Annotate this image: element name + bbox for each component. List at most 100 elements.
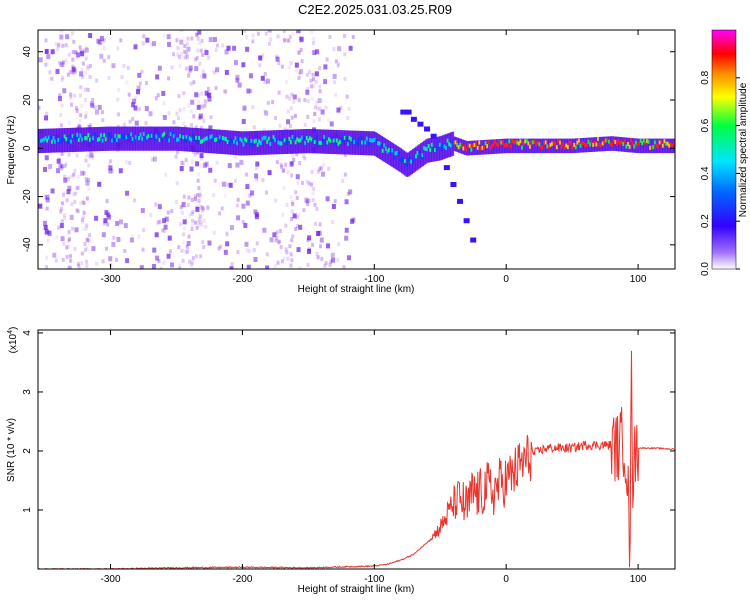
spectral-noise-point (298, 224, 303, 230)
spectral-ridge-point (114, 133, 117, 138)
spectral-noise-point (59, 209, 63, 214)
spectral-ridge-point (388, 147, 391, 152)
spectral-noise-point (70, 226, 74, 231)
spectral-noise-point (45, 111, 49, 116)
spectral-noise-point (87, 163, 91, 168)
spectral-ridge-point (511, 139, 515, 144)
spectral-ridge-band (108, 126, 111, 151)
spectral-noise-point (202, 162, 207, 168)
spectral-ridge-point (470, 147, 474, 152)
spectral-noise-point (76, 262, 80, 267)
spectral-noise-point (289, 60, 293, 65)
spectral-noise-point (200, 205, 204, 210)
spectral-ridge-band (484, 139, 488, 155)
spectral-ridge-band (155, 126, 159, 151)
spectral-noise-point (70, 31, 74, 36)
spectral-noise-point (331, 203, 336, 209)
spectral-feature-point (443, 165, 450, 171)
spectral-noise-point (311, 84, 315, 89)
spectral-noise-point (182, 121, 186, 126)
spectral-ridge-band (404, 151, 407, 176)
spectral-noise-point (182, 232, 186, 237)
spectral-noise-point (84, 158, 88, 163)
spectral-noise-point (224, 49, 229, 55)
spectral-noise-point (331, 219, 335, 224)
spectral-noise-point (128, 160, 132, 165)
spectral-feature-point (400, 109, 407, 115)
spectral-noise-point (206, 92, 211, 98)
spectral-ridge-band (646, 138, 649, 154)
spectral-noise-point (177, 245, 181, 250)
spectral-noise-point (46, 238, 50, 243)
spectral-noise-point (305, 72, 309, 77)
spectral-noise-point (229, 225, 234, 231)
spectral-noise-point (272, 232, 277, 238)
spectral-noise-point (255, 241, 259, 246)
spectral-noise-point (157, 259, 161, 264)
spectral-ridge-point (320, 140, 323, 145)
spectral-noise-point (152, 41, 157, 47)
spectral-noise-point (199, 164, 203, 169)
spectral-noise-point (333, 80, 337, 85)
spectral-noise-point (273, 264, 277, 269)
spectral-noise-point (241, 203, 246, 209)
spectral-noise-point (289, 106, 293, 111)
spectral-noise-point (288, 124, 292, 129)
spectral-ridge-point (399, 157, 402, 162)
spectral-noise-point (286, 109, 290, 114)
spectral-noise-point (207, 240, 212, 246)
spectral-noise-point (75, 106, 79, 111)
spectral-noise-point (133, 44, 138, 50)
spectral-noise-point (85, 237, 89, 242)
spectral-noise-point (81, 215, 85, 220)
spectral-ridge-point (514, 139, 518, 144)
spectral-ridge-point (323, 135, 326, 140)
spectral-ridge-point (346, 141, 350, 146)
spectral-noise-point (175, 111, 179, 116)
colorbar-tick-label: 0.2 (700, 214, 711, 228)
spectral-noise-point (59, 223, 64, 229)
spectral-ridge-band (306, 129, 309, 154)
spectral-ridge-band (301, 129, 304, 154)
spectral-ridge-point (81, 137, 84, 142)
spectral-ridge-point (593, 140, 597, 145)
spectral-ridge-band (454, 137, 458, 152)
spectral-noise-point (316, 106, 320, 111)
spectral-ridge-band (551, 138, 554, 154)
spectral-ridge-band (660, 138, 664, 154)
spectral-ridge-point (240, 138, 244, 143)
spectral-noise-point (196, 36, 200, 41)
spectral-noise-point (292, 94, 297, 100)
spectral-noise-point (56, 168, 61, 174)
spectral-noise-point (248, 249, 252, 254)
spectral-ridge-point (506, 143, 510, 148)
spectral-ridge-point (590, 139, 594, 144)
spectral-noise-point (258, 55, 263, 61)
spectral-ridge-point (133, 136, 136, 141)
spectral-noise-point (195, 206, 200, 212)
spectral-noise-point (343, 153, 347, 158)
spectral-ridge-point (182, 135, 185, 140)
spectral-noise-point (80, 170, 85, 176)
spectral-ridge-point (365, 136, 369, 141)
spectral-noise-point (73, 246, 77, 251)
spectral-ridge-band (413, 147, 417, 172)
spectral-ridge-band (391, 143, 395, 168)
spectral-noise-point (168, 249, 172, 254)
spectral-noise-point (197, 217, 201, 222)
spectral-noise-point (221, 43, 225, 48)
spectral-noise-point (292, 213, 297, 219)
spectral-noise-point (167, 235, 172, 241)
spectral-noise-point (81, 61, 85, 66)
spectral-ridge-point (71, 133, 75, 138)
spectral-ridge-band (605, 136, 608, 152)
spectral-noise-point (267, 30, 272, 33)
spectral-noise-point (167, 111, 171, 116)
spectral-ridge-band (643, 138, 646, 154)
spectral-noise-point (195, 124, 199, 129)
spectral-ridge-point (421, 153, 424, 158)
spectral-ridge-point (631, 141, 635, 146)
spectral-noise-point (264, 110, 269, 116)
spectral-feature-point (424, 126, 431, 132)
spectral-noise-point (290, 209, 294, 214)
